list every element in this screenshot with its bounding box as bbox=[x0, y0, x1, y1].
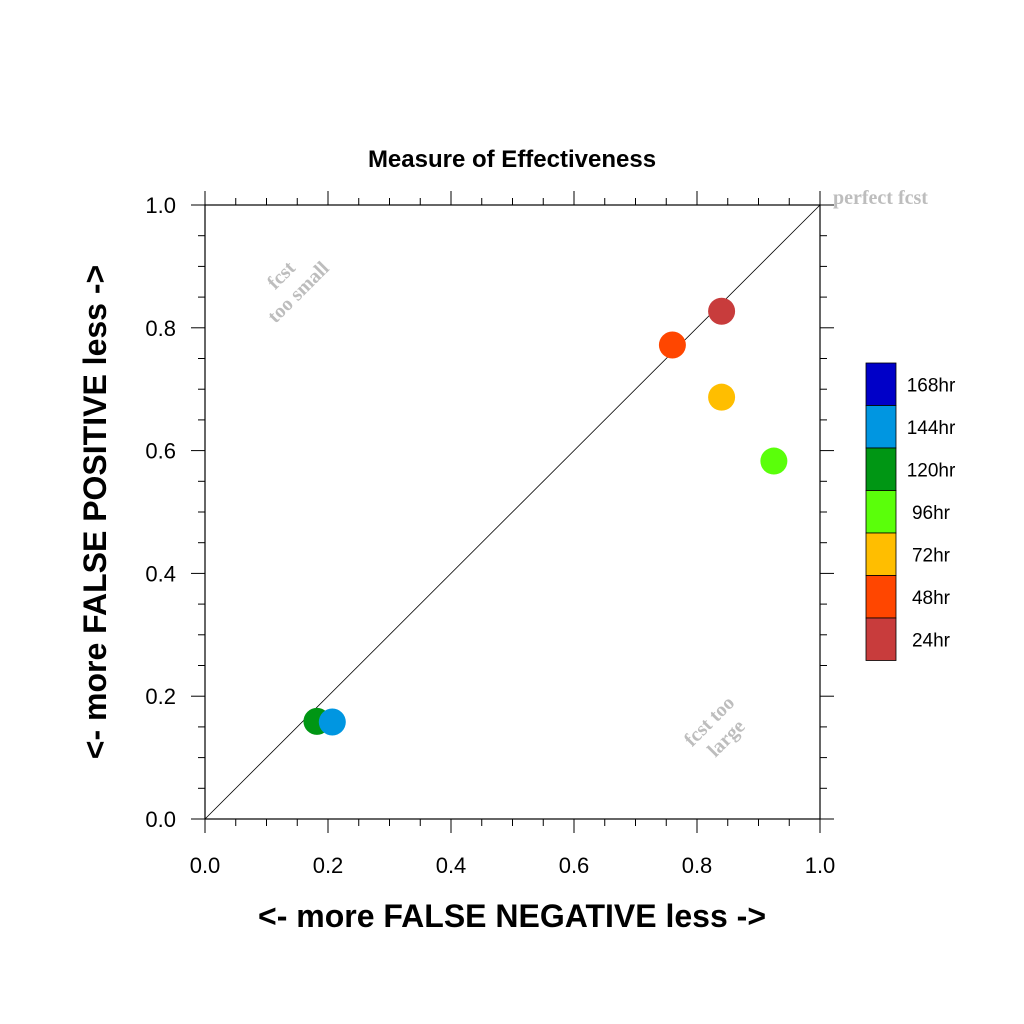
x-axis-label: <- more FALSE NEGATIVE less -> bbox=[258, 898, 766, 934]
data-point-96hr bbox=[760, 447, 788, 475]
x-tick-label: 0.2 bbox=[313, 853, 344, 878]
data-point-48hr bbox=[658, 331, 686, 359]
x-tick-label: 0.6 bbox=[559, 853, 590, 878]
annotation-perfect-forecast: perfect fcst bbox=[833, 187, 928, 209]
legend-label-144hr: 144hr bbox=[907, 418, 956, 439]
x-tick-label: 0.0 bbox=[190, 853, 221, 878]
legend-label-96hr: 96hr bbox=[912, 503, 951, 524]
y-tick-label: 0.0 bbox=[145, 807, 176, 832]
legend-swatch-120hr bbox=[865, 447, 897, 491]
legend-label-24hr: 24hr bbox=[912, 630, 951, 651]
y-tick-label: 0.2 bbox=[145, 684, 176, 709]
annotation-fcst-too-large: fcst too large bbox=[680, 692, 750, 762]
x-tick-label: 0.8 bbox=[682, 853, 713, 878]
axis-tick-labels: 0.0 0.2 0.4 0.6 0.8 1.0 0.0 0.2 0.4 0.6 0.8 1.0 bbox=[145, 193, 835, 878]
plot-area: 0.0 0.2 0.4 0.6 0.8 1.0 0.0 0.2 0.4 0.6 0.8 1.0 bbox=[145, 191, 835, 878]
annotation-fcst-too-small: fcst too small bbox=[263, 257, 334, 328]
legend-swatch-144hr bbox=[865, 405, 897, 449]
data-points bbox=[303, 297, 788, 736]
axis-ticks bbox=[191, 191, 834, 833]
data-point-72hr bbox=[708, 383, 736, 411]
legend-swatch-24hr bbox=[865, 617, 897, 661]
y-tick-label: 1.0 bbox=[145, 193, 176, 218]
y-tick-label: 0.4 bbox=[145, 561, 176, 586]
legend-label-120hr: 120hr bbox=[907, 460, 956, 481]
x-tick-label: 1.0 bbox=[805, 853, 836, 878]
chart-title: Measure of Effectiveness bbox=[368, 146, 656, 173]
y-axis-label: <- more FALSE POSITIVE less -> bbox=[77, 265, 113, 759]
legend-swatch-96hr bbox=[865, 490, 897, 534]
legend: 168hr 144hr 120hr 96hr 72hr 48hr 24hr bbox=[865, 362, 956, 661]
legend-swatch-72hr bbox=[865, 532, 897, 576]
data-point-144hr bbox=[318, 708, 346, 736]
y-tick-label: 0.8 bbox=[145, 316, 176, 341]
x-tick-label: 0.4 bbox=[436, 853, 467, 878]
legend-swatch-168hr bbox=[865, 362, 897, 406]
legend-swatch-48hr bbox=[865, 575, 897, 619]
y-tick-label: 0.6 bbox=[145, 439, 176, 464]
legend-label-168hr: 168hr bbox=[907, 375, 956, 396]
legend-label-48hr: 48hr bbox=[912, 588, 951, 609]
legend-label-72hr: 72hr bbox=[912, 545, 951, 566]
data-point-24hr bbox=[708, 297, 736, 325]
